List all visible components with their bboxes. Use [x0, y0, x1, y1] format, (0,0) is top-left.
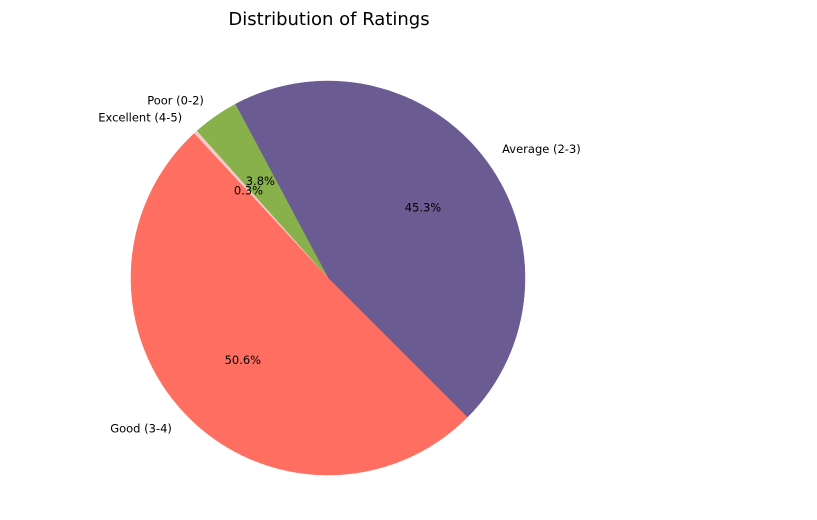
slice-percent-label: 3.8%: [246, 174, 275, 188]
slice-label: Good (3-4): [110, 421, 172, 435]
pie-slices: [130, 80, 526, 476]
slice-percent-label: 50.6%: [225, 353, 262, 367]
chart-title: Distribution of Ratings: [228, 9, 429, 30]
pie-slice-good-3-4: [130, 133, 468, 476]
slice-percent-label: 45.3%: [405, 201, 442, 215]
slice-label: Excellent (4-5): [98, 111, 182, 125]
pie-slice-average-2-3: [234, 80, 526, 418]
pie-labels: Average (2-3) 45.3% Poor (0-2) 3.8% Excellen…: [98, 93, 581, 435]
slice-label: Poor (0-2): [147, 93, 204, 107]
slice-label: Average (2-3): [502, 142, 581, 156]
slice-percent-label: 0.3%: [234, 184, 263, 198]
